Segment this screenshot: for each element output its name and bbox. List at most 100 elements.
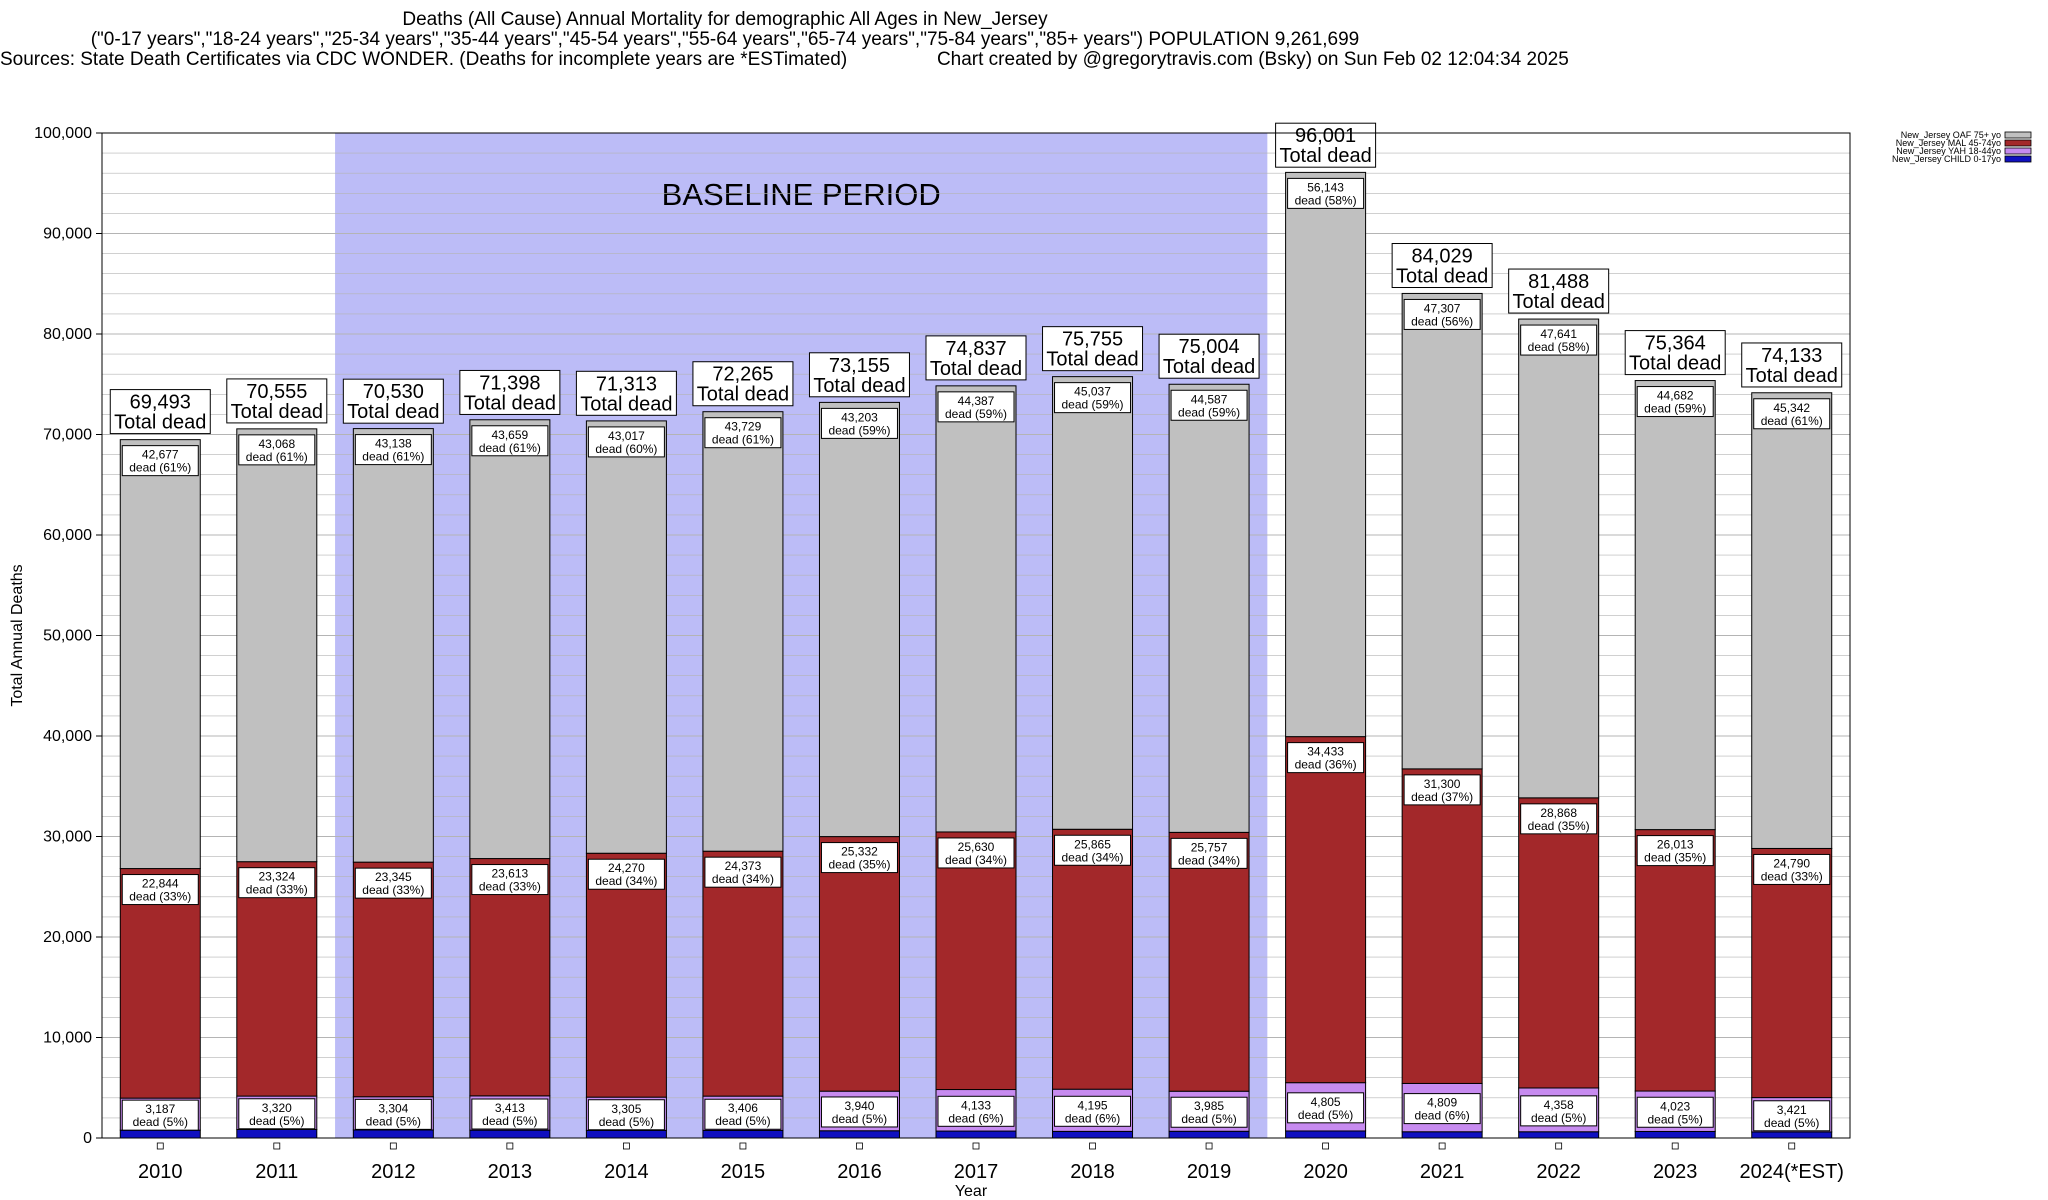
bar-segment — [236, 861, 318, 1097]
y-tick-label: 20,000 — [43, 929, 92, 946]
bar-segment — [469, 1129, 551, 1139]
segment-value-label: 25,630 — [958, 840, 995, 854]
segment-label-box — [1170, 1096, 1248, 1128]
bar-segment — [702, 1129, 784, 1139]
segment-value-label: 3,406 — [728, 1101, 758, 1115]
total-label-box — [1042, 326, 1144, 372]
total-value-label: 81,488 — [1528, 271, 1589, 293]
total-value-label: 69,493 — [130, 392, 191, 414]
segment-label-box — [1636, 1096, 1714, 1128]
total-suffix-label: Total dead — [1746, 365, 1838, 387]
segment-label-box — [354, 1098, 432, 1130]
segment-pct-label: dead (5%) — [832, 1112, 887, 1126]
total-label-box — [1508, 268, 1610, 314]
legend-swatch — [2004, 139, 2032, 147]
segment-label-box — [937, 1095, 1015, 1127]
segment-label-box — [704, 856, 782, 888]
segment-value-label: 47,641 — [1540, 327, 1577, 341]
segment-label-box — [1054, 382, 1132, 414]
segment-pct-label: dead (59%) — [1062, 398, 1124, 412]
segment-pct-label: dead (34%) — [712, 872, 774, 886]
y-tick-label: 80,000 — [43, 326, 92, 343]
segment-value-label: 43,068 — [258, 437, 295, 451]
segment-pct-label: dead (59%) — [1644, 402, 1706, 416]
bar-segment — [1168, 383, 1250, 833]
segment-pct-label: dead (5%) — [133, 1115, 188, 1129]
segment-pct-label: dead (6%) — [948, 1111, 1003, 1125]
bar-segment — [1401, 1131, 1483, 1139]
segment-value-label: 44,387 — [958, 394, 995, 408]
legend-swatch — [2004, 131, 2032, 139]
bar-segment — [469, 858, 551, 1097]
bar-segment — [1401, 768, 1483, 1084]
y-tick-label: 100,000 — [34, 125, 92, 142]
total-label-box — [109, 389, 211, 435]
bar-segment — [818, 401, 900, 838]
segment-pct-label: dead (34%) — [945, 853, 1007, 867]
segment-label-box — [937, 391, 1015, 423]
segment-label-box — [704, 1098, 782, 1130]
segment-label-box — [354, 867, 432, 899]
chart-subtitle: ("0-17 years","18-24 years","25-34 years… — [90, 29, 1360, 50]
legend-label: New_Jersey CHILD 0-17yo — [1892, 154, 2001, 164]
segment-label-box — [238, 867, 316, 899]
plot-frame — [101, 132, 1851, 1139]
segment-pct-label: dead (58%) — [1295, 193, 1357, 207]
segment-label-box — [1636, 386, 1714, 418]
segment-value-label: 42,677 — [142, 448, 179, 462]
bar-segment — [585, 1129, 667, 1139]
x-tick-label: 2011 — [255, 1161, 298, 1183]
y-tick-label: 60,000 — [43, 527, 92, 544]
segment-value-label: 56,143 — [1307, 180, 1344, 194]
y-tick-label: 40,000 — [43, 728, 92, 745]
segment-label-box — [1054, 834, 1132, 866]
bar-segment — [352, 428, 434, 863]
bar-segment — [119, 868, 201, 1099]
segment-value-label: 43,659 — [492, 428, 529, 442]
total-value-label: 84,029 — [1412, 246, 1473, 268]
bar-segment — [935, 385, 1017, 833]
segment-label-box — [587, 858, 665, 890]
total-suffix-label: Total dead — [1629, 353, 1721, 375]
x-axis-label: Year — [955, 1183, 988, 1200]
segment-pct-label: dead (5%) — [1181, 1112, 1236, 1126]
child-marker — [1322, 1142, 1329, 1150]
segment-value-label: 3,305 — [611, 1102, 641, 1116]
child-marker — [972, 1142, 980, 1150]
segment-pct-label: dead (33%) — [362, 883, 424, 897]
total-suffix-label: Total dead — [1396, 266, 1488, 288]
bar-segment — [352, 1129, 434, 1139]
child-marker — [1089, 1142, 1096, 1150]
bar-segment — [1751, 1131, 1833, 1139]
chart-header: Deaths (All Cause) Annual Mortality for … — [0, 10, 1569, 70]
x-tick-label: 2014 — [604, 1161, 649, 1183]
segment-pct-label: dead (5%) — [482, 1114, 537, 1128]
segment-label-box — [1287, 742, 1365, 774]
segment-label-box — [471, 1098, 549, 1130]
bar-segment — [1634, 380, 1716, 831]
bar-segment — [1168, 831, 1250, 1092]
segment-label-box — [471, 864, 549, 896]
total-suffix-label: Total dead — [1279, 145, 1371, 167]
bar-segment — [236, 428, 318, 863]
segment-value-label: 4,809 — [1427, 1096, 1457, 1110]
total-suffix-label: Total dead — [347, 401, 439, 423]
segment-pct-label: dead (61%) — [712, 433, 774, 447]
bar-segment — [1751, 847, 1833, 1099]
bar-segment — [1751, 392, 1833, 849]
segment-label-box — [1753, 853, 1831, 885]
segment-pct-label: dead (56%) — [1411, 314, 1473, 328]
total-value-label: 73,155 — [829, 355, 890, 377]
total-value-label: 71,398 — [479, 372, 540, 394]
segment-pct-label: dead (5%) — [1648, 1112, 1703, 1126]
segment-label-box — [1054, 1095, 1132, 1127]
bar-segment — [1285, 736, 1367, 1084]
segment-pct-label: dead (61%) — [479, 441, 541, 455]
